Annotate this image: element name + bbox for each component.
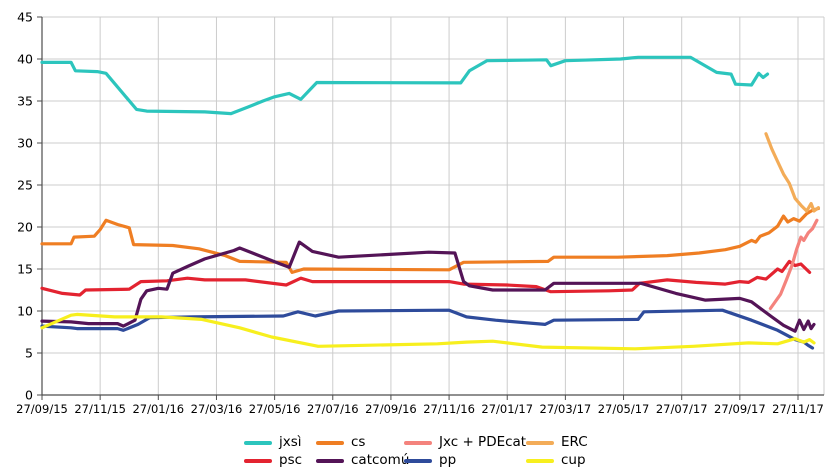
legend-swatch-jxc_pdecat bbox=[404, 441, 432, 445]
x-tick-label: 27/03/16 bbox=[191, 402, 243, 416]
legend-label-pp: pp bbox=[439, 452, 457, 469]
series-line-erc bbox=[764, 132, 821, 213]
y-tick-label: 40 bbox=[17, 52, 33, 67]
legend-swatch-jxsi bbox=[244, 441, 272, 445]
legend-swatch-catcomu bbox=[316, 459, 344, 463]
series-line-catcomu bbox=[40, 240, 816, 333]
chart-legend: jxsì cs Jxc + PDEcat ERC psc catcomú pp cup bbox=[244, 434, 626, 470]
y-tick-label: 35 bbox=[17, 94, 33, 109]
legend-swatch-cs bbox=[316, 441, 344, 445]
y-tick-label: 0 bbox=[25, 388, 33, 403]
legend-item-jxc_pdecat: Jxc + PDEcat bbox=[404, 436, 526, 450]
y-tick-label: 10 bbox=[17, 304, 33, 319]
series-line-cup bbox=[40, 312, 816, 351]
x-tick-label: 27/09/15 bbox=[16, 402, 68, 416]
legend-label-cup: cup bbox=[561, 452, 586, 469]
legend-swatch-cup bbox=[526, 459, 554, 463]
legend-label-catcomu: catcomú bbox=[351, 452, 410, 469]
legend-item-jxsi: jxsì bbox=[244, 436, 316, 450]
legend-swatch-pp bbox=[404, 459, 432, 463]
legend-label-jxsi: jxsì bbox=[279, 434, 302, 451]
x-tick-label: 27/07/16 bbox=[307, 402, 359, 416]
legend-label-psc: psc bbox=[279, 452, 303, 469]
series-line-pp bbox=[40, 308, 815, 350]
y-tick-label: 15 bbox=[17, 262, 33, 277]
x-tick-label: 27/01/16 bbox=[132, 402, 184, 416]
x-tick-label: 27/11/17 bbox=[772, 402, 824, 416]
poll-line-chart: 27/09/15 27/11/15 27/01/16 27/03/16 27/05/16… bbox=[16, 10, 825, 416]
legend-label-jxc_pdecat: Jxc + PDEcat bbox=[439, 434, 527, 451]
y-tick-label: 20 bbox=[17, 220, 33, 235]
y-tick-label: 5 bbox=[25, 346, 33, 361]
legend-label-erc: ERC bbox=[561, 434, 588, 451]
series-group bbox=[40, 55, 821, 351]
x-tick-label: 27/11/16 bbox=[423, 402, 475, 416]
legend-label-cs: cs bbox=[351, 434, 366, 451]
legend-swatch-psc bbox=[244, 459, 272, 463]
x-tick-label: 27/05/17 bbox=[598, 402, 650, 416]
x-tick-label: 27/03/17 bbox=[540, 402, 592, 416]
legend-item-cup: cup bbox=[526, 454, 626, 468]
y-tick-label: 25 bbox=[17, 178, 33, 193]
x-tick-label: 27/09/17 bbox=[714, 402, 766, 416]
x-tick-label: 27/05/16 bbox=[249, 402, 301, 416]
x-tick-label: 27/11/15 bbox=[74, 402, 126, 416]
y-tick-label: 30 bbox=[17, 136, 33, 151]
x-tick-label: 27/09/16 bbox=[365, 402, 417, 416]
legend-item-pp: pp bbox=[404, 454, 526, 468]
series-line-jxc_pdecat bbox=[768, 218, 819, 311]
legend-swatch-erc bbox=[526, 441, 554, 445]
series-line-jxsi bbox=[40, 55, 770, 116]
legend-item-catcomu: catcomú bbox=[316, 454, 409, 468]
x-tick-label: 27/01/17 bbox=[481, 402, 533, 416]
y-tick-label: 45 bbox=[17, 10, 33, 25]
x-tick-label: 27/07/17 bbox=[656, 402, 708, 416]
legend-item-erc: ERC bbox=[526, 436, 626, 450]
legend-item-cs: cs bbox=[316, 436, 404, 450]
chart-canvas: 27/09/15 27/11/15 27/01/16 27/03/16 27/05/16… bbox=[16, 10, 825, 416]
legend-item-psc: psc bbox=[244, 454, 316, 468]
series-line-cs bbox=[40, 206, 821, 274]
